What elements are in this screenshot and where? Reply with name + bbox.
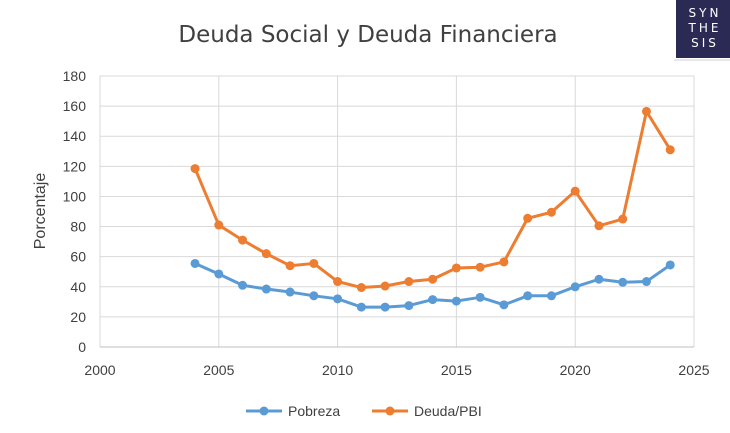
data-point-pobreza-2023 xyxy=(641,277,651,287)
y-axis-tick-labels: 0 20 40 60 80 100 120 140 160 180 xyxy=(63,68,87,355)
data-point-pobreza-2005 xyxy=(214,269,224,279)
data-point-deuda-pbi-2022 xyxy=(618,214,628,224)
x-tick-label-2025: 2025 xyxy=(678,362,709,378)
data-point-deuda-pbi-2014 xyxy=(428,274,438,284)
data-series xyxy=(190,106,675,312)
data-point-deuda-pbi-2024 xyxy=(665,145,675,155)
y-tick-label-0: 0 xyxy=(78,339,86,355)
x-tick-label-2015: 2015 xyxy=(441,362,472,378)
logo-line-2: THE xyxy=(688,21,722,35)
chart-title: Deuda Social y Deuda Financiera xyxy=(178,22,557,48)
data-point-deuda-pbi-2015 xyxy=(451,263,461,273)
legend-swatch-marker-pobreza xyxy=(259,406,269,416)
legend-label-deuda-pbi: Deuda/PBI xyxy=(414,403,482,419)
y-tick-label-60: 60 xyxy=(70,249,86,265)
data-point-deuda-pbi-2008 xyxy=(285,261,295,271)
data-point-pobreza-2013 xyxy=(404,301,414,311)
legend-label-pobreza: Pobreza xyxy=(288,403,340,419)
x-tick-label-2005: 2005 xyxy=(203,362,234,378)
legend[interactable]: Pobreza Deuda/PBI xyxy=(246,403,482,419)
x-tick-label-2010: 2010 xyxy=(322,362,353,378)
data-point-deuda-pbi-2012 xyxy=(380,281,390,291)
x-tick-label-2000: 2000 xyxy=(84,362,115,378)
data-point-pobreza-2015 xyxy=(451,296,461,306)
logo-background xyxy=(676,0,730,58)
data-point-pobreza-2012 xyxy=(380,302,390,312)
data-point-deuda-pbi-2013 xyxy=(404,277,414,287)
data-point-pobreza-2010 xyxy=(333,294,343,304)
data-point-deuda-pbi-2004 xyxy=(190,164,200,174)
data-point-deuda-pbi-2011 xyxy=(356,283,366,293)
y-tick-label-160: 160 xyxy=(63,98,87,114)
data-point-pobreza-2020 xyxy=(570,282,580,292)
y-axis-title: Porcentaje xyxy=(32,173,49,250)
data-point-deuda-pbi-2006 xyxy=(238,235,248,245)
data-point-pobreza-2004 xyxy=(190,258,200,268)
x-tick-label-2020: 2020 xyxy=(560,362,591,378)
data-point-pobreza-2006 xyxy=(238,280,248,290)
data-point-pobreza-2018 xyxy=(523,291,533,301)
data-point-deuda-pbi-2023 xyxy=(641,106,651,116)
y-tick-label-120: 120 xyxy=(63,158,87,174)
data-point-deuda-pbi-2019 xyxy=(546,207,556,217)
data-point-pobreza-2007 xyxy=(261,284,271,294)
y-tick-label-20: 20 xyxy=(70,309,86,325)
data-point-pobreza-2016 xyxy=(475,292,485,302)
legend-item-deuda-pbi[interactable]: Deuda/PBI xyxy=(372,403,482,419)
legend-item-pobreza[interactable]: Pobreza xyxy=(246,403,340,419)
data-point-deuda-pbi-2016 xyxy=(475,262,485,272)
legend-swatch-marker-deuda-pbi xyxy=(385,406,395,416)
y-tick-label-80: 80 xyxy=(70,219,86,235)
y-tick-label-40: 40 xyxy=(70,279,86,295)
data-point-deuda-pbi-2020 xyxy=(570,186,580,196)
data-point-deuda-pbi-2021 xyxy=(594,221,604,231)
data-point-pobreza-2021 xyxy=(594,274,604,284)
data-point-pobreza-2009 xyxy=(309,291,319,301)
data-point-deuda-pbi-2005 xyxy=(214,220,224,230)
data-point-deuda-pbi-2007 xyxy=(261,249,271,259)
data-point-deuda-pbi-2018 xyxy=(523,213,533,223)
synthesis-logo: SYN THE SIS xyxy=(674,0,730,61)
y-tick-label-140: 140 xyxy=(63,128,87,144)
data-point-pobreza-2017 xyxy=(499,300,509,310)
data-point-pobreza-2022 xyxy=(618,277,628,287)
data-point-pobreza-2019 xyxy=(546,291,556,301)
series-line-deuda-pbi xyxy=(193,109,672,290)
data-point-deuda-pbi-2009 xyxy=(309,258,319,268)
logo-line-1: SYN xyxy=(689,6,722,20)
y-tick-label-180: 180 xyxy=(63,68,87,84)
logo-line-3: SIS xyxy=(691,36,719,50)
data-point-pobreza-2014 xyxy=(428,295,438,305)
data-point-deuda-pbi-2017 xyxy=(499,257,509,267)
x-axis-tick-labels: 2000 2005 2010 2015 2020 2025 xyxy=(84,362,709,378)
data-point-pobreza-2011 xyxy=(356,302,366,312)
data-point-pobreza-2008 xyxy=(285,287,295,297)
gridlines xyxy=(99,75,695,347)
data-point-deuda-pbi-2010 xyxy=(333,277,343,287)
y-tick-label-100: 100 xyxy=(63,188,87,204)
data-point-pobreza-2024 xyxy=(665,260,675,270)
